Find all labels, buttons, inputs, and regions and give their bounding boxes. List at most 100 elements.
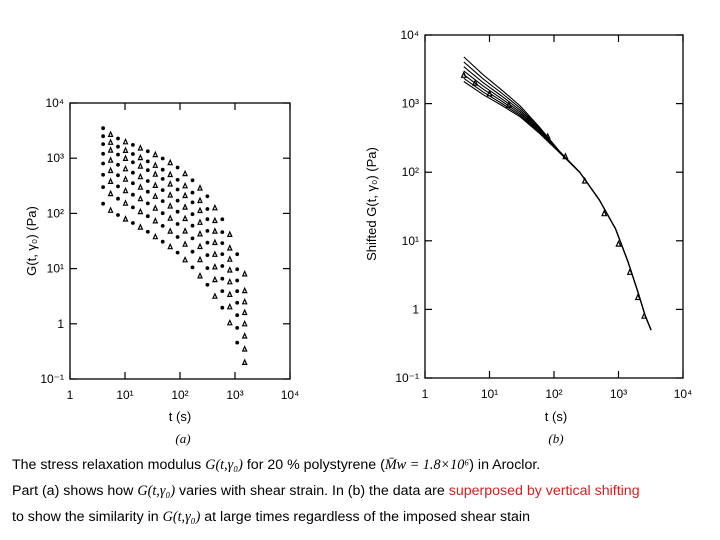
data-point: [152, 150, 159, 158]
data-point: [211, 292, 218, 299]
data-point: [131, 143, 135, 147]
data-point: [182, 169, 189, 177]
panel-b-data-series: [460, 56, 652, 331]
data-point: [472, 78, 479, 86]
series-curve-1: [101, 126, 248, 277]
data-point: [137, 162, 144, 169]
data-point: [167, 158, 174, 166]
data-point: [235, 278, 240, 283]
data-point: [131, 205, 135, 210]
data-point: [107, 130, 114, 137]
y-tick-label: 10⁴: [400, 28, 419, 42]
x-tick-label: 10²: [545, 387, 562, 401]
data-point: [220, 241, 225, 246]
data-point: [226, 244, 233, 251]
data-point: [211, 227, 218, 234]
caption-text: at large times regardless of the imposed…: [200, 509, 530, 525]
data-point: [241, 286, 248, 294]
data-point: [241, 308, 248, 316]
panel-a-x-tick-labels: 1 10¹ 10² 10³ 10⁴: [67, 388, 300, 402]
data-point: [137, 207, 144, 215]
panel-a-y-tick-labels: 10⁻¹ 1 10¹ 10² 10³ 10⁴: [40, 96, 64, 386]
data-point: [175, 235, 180, 239]
data-point: [197, 255, 203, 263]
data-point: [137, 153, 144, 161]
data-point: [116, 152, 120, 157]
data-point: [235, 326, 240, 330]
data-point: [235, 267, 240, 272]
data-point: [205, 240, 210, 245]
data-point: [167, 170, 174, 178]
data-point: [634, 293, 642, 301]
data-point: [145, 201, 150, 206]
data-point: [160, 167, 165, 172]
data-point: [107, 177, 114, 184]
data-point: [525, 114, 532, 122]
data-point: [167, 227, 174, 234]
caption-line-1: The stress relaxation modulus G(t,γ₀) fo…: [12, 453, 540, 477]
shifted-curve-3: [463, 66, 652, 331]
data-point: [581, 176, 588, 184]
data-point: [122, 164, 129, 172]
data-point: [116, 196, 120, 201]
data-point: [241, 297, 248, 305]
data-point: [122, 154, 129, 161]
x-tick-label: 1: [67, 388, 74, 402]
data-point: [107, 189, 114, 197]
data-point: [116, 184, 120, 189]
data-point: [160, 199, 165, 204]
panel-b-y-tick-labels: 10⁻¹ 1 10¹ 10² 10³ 10⁴: [395, 28, 419, 385]
data-point: [101, 142, 105, 147]
data-point: [152, 192, 159, 199]
data-point: [241, 319, 248, 327]
panel-a-y-axis-label: G(t, γ₀) (Pa): [24, 206, 39, 276]
data-point: [152, 161, 159, 168]
data-point: [167, 214, 174, 221]
x-tick-label: 10³: [610, 387, 627, 401]
data-point: [152, 217, 159, 224]
data-point: [116, 144, 120, 149]
data-point: [197, 272, 203, 279]
panel-b-x-tick-labels: 1 10¹ 10² 10³ 10⁴: [422, 387, 693, 401]
data-point: [101, 134, 105, 139]
data-point: [235, 340, 240, 345]
y-tick-label: 10¹: [47, 262, 64, 276]
data-point: [116, 162, 120, 167]
data-point: [220, 305, 225, 310]
y-tick-label: 10²: [47, 206, 64, 220]
data-point: [122, 175, 129, 182]
data-point: [211, 250, 218, 257]
x-tick-label: 10¹: [116, 388, 133, 402]
data-point: [211, 263, 218, 270]
caption-math: G(t,γ₀): [137, 483, 176, 499]
panel-b-y-axis-label: Shifted G(t, γ₀) (Pa): [364, 147, 379, 261]
panel-a-ticks: [69, 102, 291, 380]
data-point: [160, 188, 165, 193]
y-tick-label: 10⁻¹: [40, 372, 64, 386]
data-point: [116, 173, 120, 178]
data-point: [175, 165, 180, 170]
data-point: [137, 172, 144, 180]
y-tick-label: 10⁴: [45, 96, 64, 110]
caption-math: M̄w = 1.8×10⁶: [384, 457, 470, 473]
data-point: [122, 199, 129, 206]
series-curve-4: [101, 151, 248, 316]
data-point: [226, 266, 233, 273]
data-point: [160, 224, 165, 228]
data-point: [122, 137, 129, 145]
data-point: [190, 178, 195, 183]
data-point: [167, 191, 174, 198]
panel-a-label: (a): [175, 431, 190, 446]
data-point: [190, 236, 195, 241]
data-point: [122, 146, 129, 153]
caption-highlight: superposed by vertical shifting: [448, 483, 640, 499]
panel-b-x-axis-label: t (s): [545, 409, 567, 424]
data-point: [505, 101, 513, 108]
data-point: [220, 276, 225, 281]
shifted-curve-2: [463, 61, 652, 331]
data-point: [205, 194, 210, 199]
data-point: [167, 242, 174, 250]
data-point: [190, 200, 195, 205]
data-point: [226, 230, 233, 237]
